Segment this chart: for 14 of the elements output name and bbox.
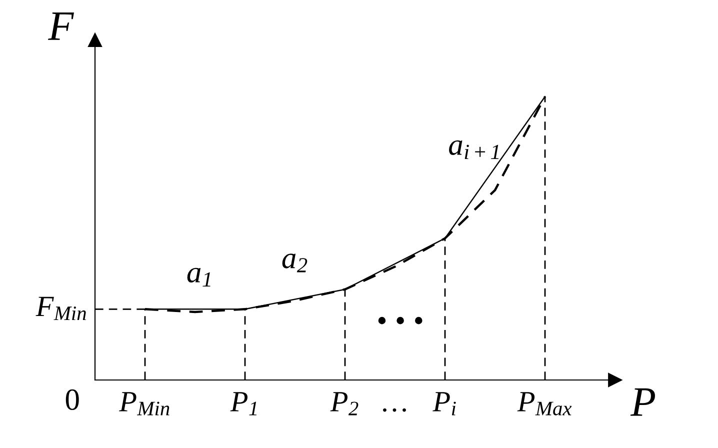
x-tick-label: P$_{1}$ — [230, 392, 256, 416]
annotation: a$_{i+1}$ — [449, 140, 499, 159]
x-tick-label: P$_{2}$ — [330, 392, 358, 416]
ref-line-label: F$_{Min}$ — [36, 296, 86, 320]
x-tick-label: P$_{Min}$ — [119, 392, 170, 416]
annotation: • • • — [378, 316, 422, 324]
x-tick-label: P$_{Max}$ — [517, 392, 572, 416]
annotation: a$_{1}$ — [187, 268, 210, 286]
y-axis-title: F — [48, 12, 74, 40]
x-tick-label: … — [383, 408, 406, 412]
annotation: a$_{2}$ — [282, 254, 308, 272]
x-axis-title: P — [630, 388, 655, 416]
x-tick-label: P$_{i}$ — [432, 392, 456, 416]
text: 0 — [66, 389, 79, 410]
